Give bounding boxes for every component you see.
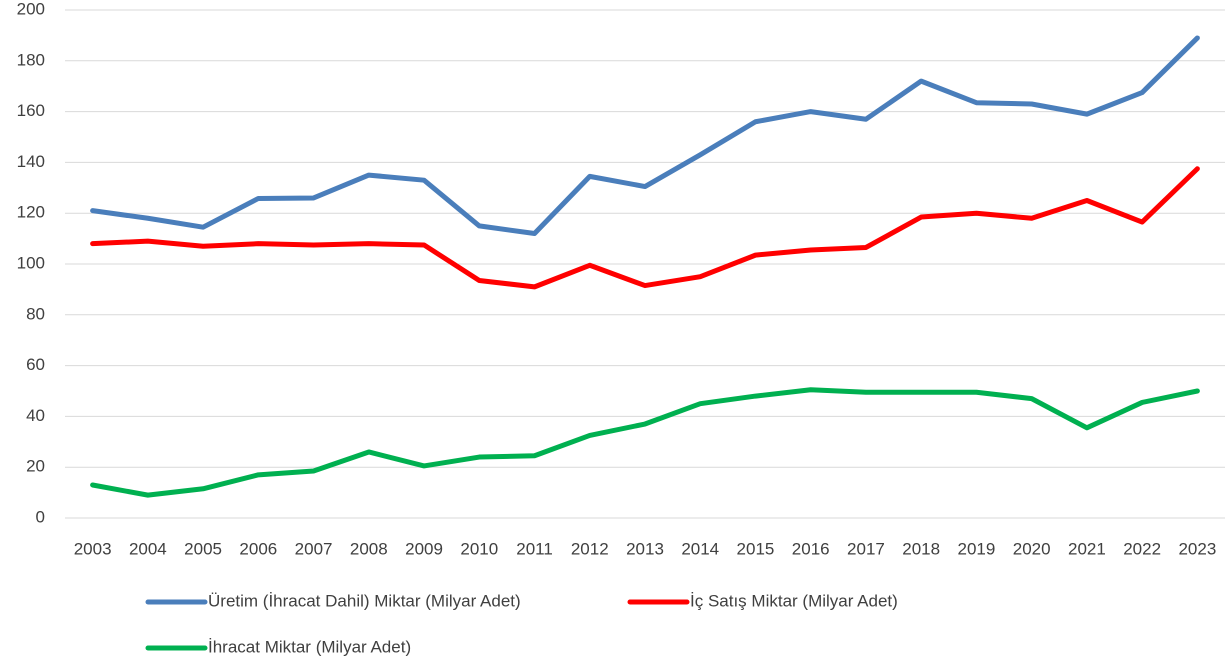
y-tick-label: 180: [17, 50, 45, 69]
legend-label: İç Satış Miktar (Milyar Adet): [690, 591, 898, 610]
y-tick-label: 120: [17, 203, 45, 222]
x-tick-label: 2011: [516, 539, 553, 558]
y-tick-label: 20: [26, 457, 45, 476]
series-line: [90, 35, 1200, 237]
x-tick-label: 2009: [405, 539, 443, 558]
x-tick-label: 2006: [239, 539, 277, 558]
x-tick-label: 2010: [460, 539, 498, 558]
legend-label: İhracat Miktar (Milyar Adet): [208, 637, 411, 656]
y-tick-label: 80: [26, 304, 45, 323]
x-tick-label: 2017: [847, 539, 885, 558]
legend-label: Üretim (İhracat Dahil) Miktar (Milyar Ad…: [208, 591, 521, 610]
y-tick-label: 160: [17, 101, 45, 120]
y-tick-label: 100: [17, 253, 45, 272]
x-tick-label: 2022: [1123, 539, 1161, 558]
x-tick-label: 2014: [681, 539, 719, 558]
x-tick-label: 2003: [74, 539, 112, 558]
y-tick-label: 40: [26, 406, 45, 425]
x-tick-label: 2021: [1068, 539, 1106, 558]
x-tick-label: 2020: [1013, 539, 1051, 558]
x-tick-label: 2019: [958, 539, 996, 558]
y-tick-label: 60: [26, 355, 45, 374]
y-tick-label: 0: [36, 507, 45, 526]
x-tick-label: 2015: [737, 539, 775, 558]
x-tick-label: 2004: [129, 539, 167, 558]
x-tick-label: 2005: [184, 539, 222, 558]
x-tick-label: 2013: [626, 539, 664, 558]
series-line: [90, 387, 1200, 498]
y-tick-label: 140: [17, 152, 45, 171]
x-tick-label: 2018: [902, 539, 940, 558]
y-tick-label: 200: [17, 0, 45, 18]
x-tick-label: 2007: [295, 539, 333, 558]
x-tick-label: 2016: [792, 539, 830, 558]
x-tick-label: 2008: [350, 539, 388, 558]
x-tick-label: 2023: [1178, 539, 1216, 558]
x-tick-label: 2012: [571, 539, 609, 558]
series-line: [90, 166, 1200, 290]
